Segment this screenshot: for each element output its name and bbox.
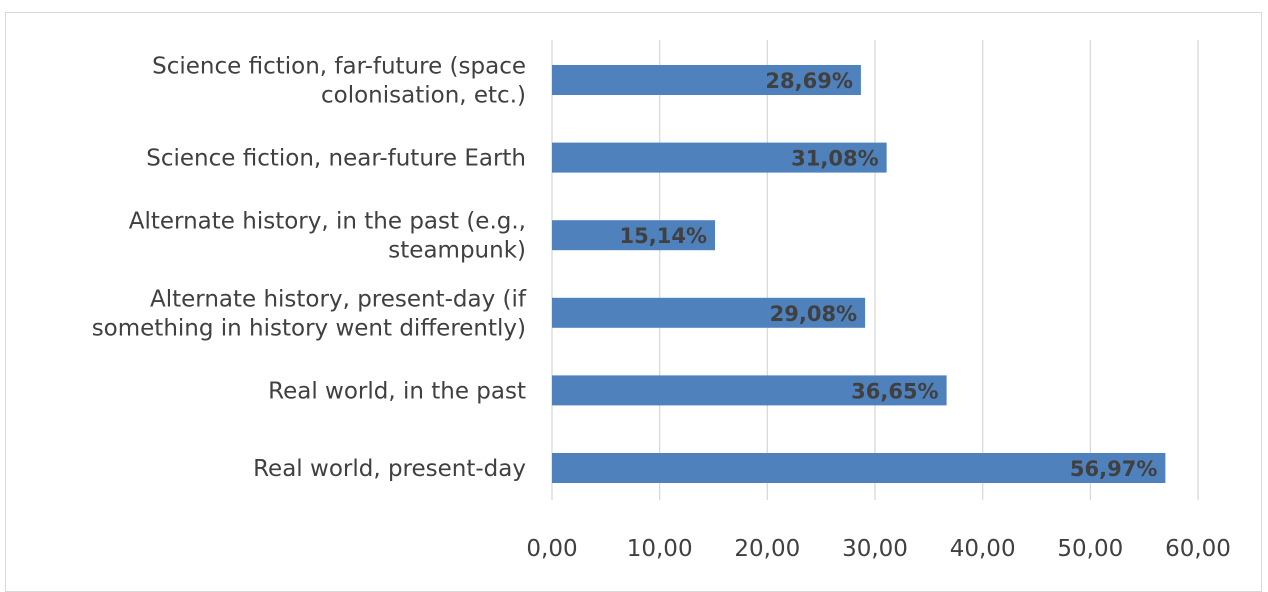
bar-value-label: 15,14% bbox=[620, 224, 707, 248]
category-axis-labels: Science fiction, far-future (space coloni… bbox=[92, 54, 527, 483]
x-tick-label: 20,00 bbox=[734, 536, 800, 562]
bar-value-label: 56,97% bbox=[1070, 457, 1157, 481]
x-tick-label: 60,00 bbox=[1165, 536, 1231, 562]
category-label: something in history went differently) bbox=[92, 315, 526, 341]
x-tick-label: 50,00 bbox=[1057, 536, 1123, 562]
data-labels: 28,69% 31,08% 15,14% 29,08% 36,65% 56,97% bbox=[620, 69, 1158, 481]
category-label: Science fiction, near-future Earth bbox=[146, 146, 526, 172]
bars bbox=[552, 65, 1166, 483]
bar bbox=[552, 142, 887, 173]
bar-chart: 28,69% 31,08% 15,14% 29,08% 36,65% 56,97% Sci… bbox=[92, 40, 1231, 562]
bar bbox=[552, 220, 716, 251]
x-tick-label: 30,00 bbox=[842, 536, 908, 562]
bar bbox=[552, 375, 947, 406]
category-label: colonisation, etc.) bbox=[321, 83, 526, 109]
bar bbox=[552, 297, 866, 328]
category-label: steampunk) bbox=[388, 238, 526, 264]
bar bbox=[552, 65, 861, 95]
bar-value-label: 36,65% bbox=[851, 379, 938, 403]
bar-value-label: 28,69% bbox=[765, 69, 852, 93]
x-tick-label: 10,00 bbox=[627, 536, 693, 562]
category-label: Real world, in the past bbox=[268, 378, 526, 404]
category-label: Alternate history, present-day (if bbox=[150, 286, 527, 312]
gridlines bbox=[551, 40, 1199, 500]
category-label: Science fiction, far-future (space bbox=[152, 54, 526, 80]
value-axis-labels: 0,00 10,00 20,00 30,00 40,00 50,00 60,00 bbox=[526, 536, 1231, 562]
x-tick-label: 40,00 bbox=[950, 536, 1016, 562]
category-label: Alternate history, in the past (e.g., bbox=[129, 209, 526, 235]
category-label: Real world, present-day bbox=[253, 456, 526, 482]
bar-value-label: 31,08% bbox=[791, 147, 878, 171]
x-tick-label: 0,00 bbox=[526, 536, 577, 562]
bar-value-label: 29,08% bbox=[770, 302, 857, 326]
bar bbox=[552, 453, 1166, 483]
